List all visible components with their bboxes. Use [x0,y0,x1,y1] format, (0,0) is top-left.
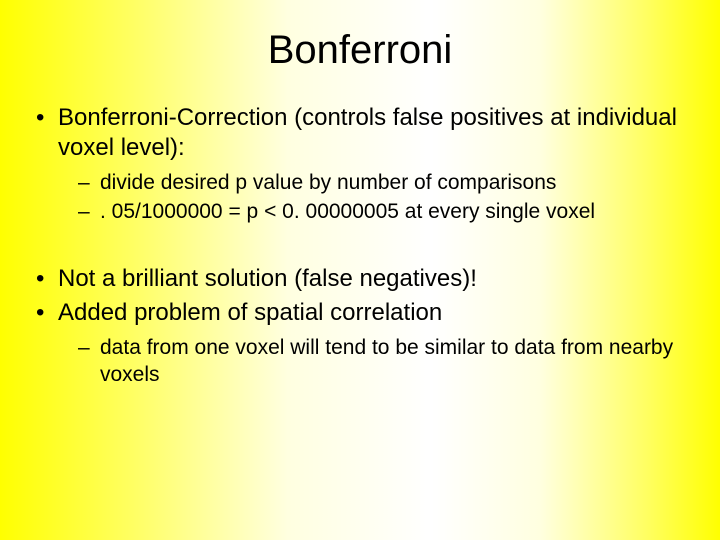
sub-bullet-item: divide desired p value by number of comp… [78,169,690,196]
bullet-item: Added problem of spatial correlation dat… [30,298,690,389]
slide-title: Bonferroni [0,0,720,93]
spacer [30,230,690,264]
sub-bullet-list: divide desired p value by number of comp… [58,169,690,226]
bullet-text: Not a brilliant solution (false negative… [58,265,477,292]
slide: Bonferroni Bonferroni-Correction (contro… [0,0,720,540]
slide-content: Bonferroni-Correction (controls false po… [0,93,720,388]
bullet-text: Added problem of spatial correlation [58,299,442,326]
bullet-item: Bonferroni-Correction (controls false po… [30,103,690,226]
sub-bullet-list: data from one voxel will tend to be simi… [58,334,690,389]
bullet-list: Not a brilliant solution (false negative… [30,264,690,389]
bullet-item: Not a brilliant solution (false negative… [30,264,690,294]
sub-bullet-item: data from one voxel will tend to be simi… [78,334,690,389]
bullet-list: Bonferroni-Correction (controls false po… [30,103,690,226]
bullet-text: Bonferroni-Correction (controls false po… [58,104,677,161]
sub-bullet-item: . 05/1000000 = p < 0. 00000005 at every … [78,198,690,225]
